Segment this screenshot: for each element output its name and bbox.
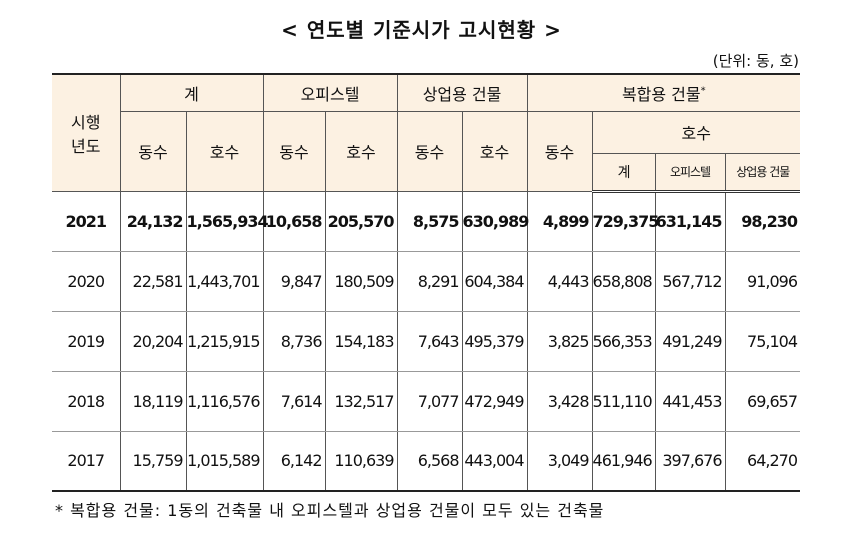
unit: (단위: 동, 호)	[712, 52, 799, 70]
group-header: 복합용 건물*	[526, 73, 801, 112]
number-cell: 180,509	[324, 251, 398, 312]
number-cell: 6,142	[262, 431, 326, 492]
number-cell: 110,639	[324, 431, 398, 492]
sub-header: 호수	[461, 111, 528, 192]
number-cell: 631,145	[654, 191, 726, 252]
title: < 연도별 기준시가 고시현황 >	[281, 18, 562, 42]
number-cell: 20,204	[119, 311, 187, 372]
year-cell: 2021	[52, 191, 121, 252]
number-cell: 7,077	[396, 371, 463, 432]
data-row: 2020 22,581 1,443,701 9,847 180,509 8,291 604,…	[52, 251, 801, 312]
number-cell: 729,375	[591, 191, 659, 252]
header-text: 시행	[71, 112, 101, 132]
footnote-mark: *	[700, 85, 706, 97]
number-cell: 472,949	[461, 371, 528, 432]
number-cell: 69,657	[724, 371, 801, 432]
footnote: * 복합용 건물: 1동의 건축물 내 오피스텔과 상업용 건물이 모두 있는 …	[55, 501, 605, 520]
number-cell: 64,270	[724, 431, 801, 492]
year-cell: 2017	[52, 431, 121, 492]
sub-header: 계	[592, 153, 656, 193]
number-cell: 6,568	[396, 431, 463, 492]
number-cell: 397,676	[654, 431, 726, 492]
sub-header: 오피스텔	[654, 153, 726, 193]
number-cell: 604,384	[461, 251, 528, 312]
header-text: 년도	[71, 136, 101, 156]
number-cell: 511,110	[591, 371, 656, 432]
number-cell: 1,215,915	[185, 311, 264, 372]
number-cell: 10,658	[262, 191, 326, 252]
number-cell: 1,116,576	[185, 371, 264, 432]
header-row: 동수 호수 동수 호수 동수 호수 동수 호수	[52, 111, 801, 192]
number-cell: 1,015,589	[185, 431, 264, 492]
group-header: 상업용 건물	[396, 73, 528, 112]
number-cell: 3,825	[526, 311, 593, 372]
number-cell: 8,575	[396, 191, 463, 252]
number-cell: 1,565,934	[185, 191, 269, 252]
sub-header: 상업용 건물	[724, 153, 801, 193]
number-cell: 441,453	[654, 371, 726, 432]
number-cell: 22,581	[119, 251, 187, 312]
data-row: 2019 20,204 1,215,915 8,736 154,183 7,643 495,…	[52, 311, 801, 372]
sub-header: 동수	[526, 111, 593, 192]
sub-header: 호수	[185, 111, 264, 192]
year-cell: 2018	[52, 371, 121, 432]
number-cell: 567,712	[654, 251, 726, 312]
data-row: 2017 15,759 1,015,589 6,142 110,639 6,568 443,…	[52, 431, 801, 492]
number-cell: 461,946	[591, 431, 656, 492]
number-cell: 443,004	[461, 431, 528, 492]
table-body: 2021 24,132 1,565,934 10,658 205,570 8,575 630…	[52, 191, 801, 492]
data-row: 2018 18,119 1,116,576 7,614 132,517 7,077 472,…	[52, 371, 801, 432]
group-header: 오피스텔	[262, 73, 398, 112]
sub-header: 동수	[396, 111, 463, 192]
number-cell: 75,104	[724, 311, 801, 372]
number-cell: 9,847	[262, 251, 326, 312]
number-cell: 566,353	[591, 311, 656, 372]
number-cell: 15,759	[119, 431, 187, 492]
number-cell: 91,096	[724, 251, 801, 312]
number-cell: 3,428	[526, 371, 593, 432]
number-cell: 8,291	[396, 251, 463, 312]
group-header: 계	[119, 73, 264, 112]
number-cell: 3,049	[526, 431, 593, 492]
number-cell: 8,736	[262, 311, 326, 372]
sub-header: 동수	[120, 111, 187, 192]
year-cell: 2019	[52, 311, 121, 372]
number-cell: 4,443	[526, 251, 593, 312]
year-cell: 2020	[52, 251, 121, 312]
number-cell: 98,230	[724, 191, 801, 252]
number-cell: 491,249	[654, 311, 726, 372]
header-row: 계 오피스텔 상업용 건물	[52, 153, 801, 193]
number-cell: 495,379	[461, 311, 528, 372]
sub-header: 호수	[324, 111, 398, 192]
sub-header: 동수	[262, 111, 326, 192]
number-cell: 205,570	[324, 191, 398, 252]
number-cell: 18,119	[119, 371, 187, 432]
data-row: 2021 24,132 1,565,934 10,658 205,570 8,575 630…	[52, 191, 801, 252]
number-cell: 658,808	[591, 251, 656, 312]
number-cell: 4,899	[526, 191, 593, 252]
number-cell: 1,443,701	[185, 251, 264, 312]
sub-header: 호수	[591, 111, 801, 154]
number-cell: 132,517	[324, 371, 398, 432]
number-cell: 7,643	[396, 311, 463, 372]
number-cell: 24,132	[119, 191, 187, 252]
number-cell: 7,614	[262, 371, 326, 432]
number-cell: 154,183	[324, 311, 398, 372]
header-text: 복합용 건물	[621, 84, 701, 104]
number-cell: 630,989	[461, 191, 529, 252]
